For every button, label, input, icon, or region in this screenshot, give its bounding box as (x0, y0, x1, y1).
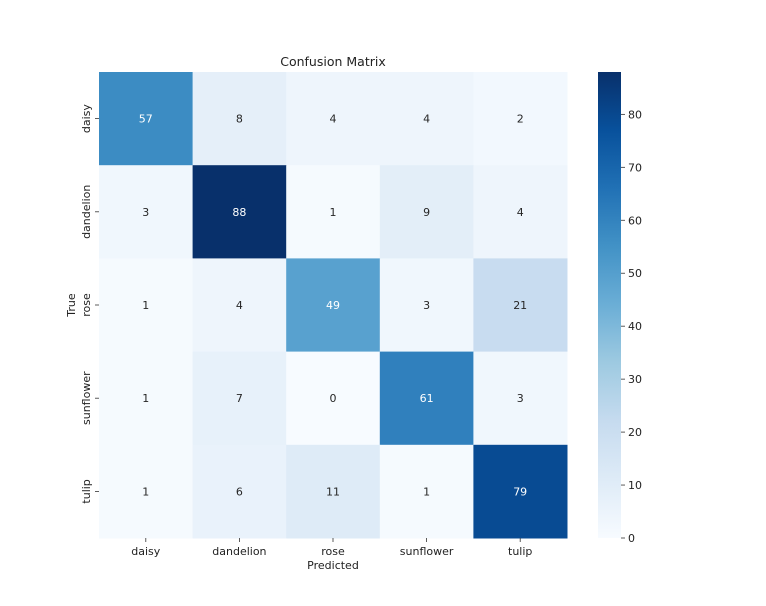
cell-value-label: 1 (142, 485, 149, 498)
x-axis-label: Predicted (307, 559, 359, 572)
cell-value-label: 4 (236, 299, 243, 312)
heatmap-cell-rose-rose (286, 258, 381, 353)
y-tick-label: tulip (80, 479, 93, 503)
heatmap-cell-daisy-dandelion (192, 72, 287, 166)
cell-value-label: 4 (517, 206, 524, 219)
cell-value-label: 2 (517, 113, 524, 126)
cell-value-label: 1 (330, 206, 337, 219)
cell-value-label: 1 (423, 485, 430, 498)
heatmap-cell-daisy-daisy (99, 72, 194, 166)
colorbar-tick-label: 30 (628, 373, 642, 386)
y-tick-label: dandelion (80, 185, 93, 239)
x-tick-label: tulip (508, 545, 532, 558)
heatmap-cell-sunflower-tulip (473, 351, 568, 446)
heatmap-cell-dandelion-tulip (473, 165, 568, 259)
cell-value-label: 3 (142, 206, 149, 219)
cell-value-label: 6 (236, 485, 243, 498)
colorbar-tick-label: 60 (628, 214, 642, 227)
x-tick-label: dandelion (212, 545, 266, 558)
heatmap-cell-rose-tulip (473, 258, 568, 353)
cell-value-label: 49 (326, 299, 340, 312)
x-tick-label: daisy (131, 545, 161, 558)
cell-value-label: 57 (139, 113, 153, 126)
chart-title: Confusion Matrix (280, 54, 386, 69)
heatmap-cell-tulip-tulip (473, 444, 568, 539)
cell-value-label: 61 (420, 392, 434, 405)
y-axis-ticks: daisy dandelion rose sunflower tulip (80, 104, 99, 504)
colorbar-tick-label: 50 (628, 267, 642, 280)
y-tick-label: sunflower (80, 371, 93, 425)
heatmap-cell-tulip-sunflower (379, 444, 474, 539)
cell-value-label: 4 (423, 113, 430, 126)
y-tick-label: daisy (80, 104, 93, 134)
cell-value-label: 88 (232, 206, 246, 219)
x-tick-label: sunflower (400, 545, 454, 558)
heatmap-cell-dandelion-rose (286, 165, 381, 259)
heatmap-cell-rose-sunflower (379, 258, 474, 353)
heatmap-cell-rose-daisy (99, 258, 194, 353)
colorbar: 0 10 20 30 40 50 60 70 80 (598, 72, 642, 545)
colorbar-tick-label: 80 (628, 108, 642, 121)
heatmap-cell-dandelion-daisy (99, 165, 194, 259)
colorbar-tick-label: 10 (628, 479, 642, 492)
heatmap-cell-sunflower-rose (286, 351, 381, 446)
x-axis-ticks: daisy dandelion rose sunflower tulip (131, 538, 532, 558)
x-tick-label: rose (321, 545, 345, 558)
cell-value-label: 7 (236, 392, 243, 405)
heatmap-cell-tulip-daisy (99, 444, 194, 539)
cell-value-label: 0 (330, 392, 337, 405)
cell-value-label: 9 (423, 206, 430, 219)
heatmap-cell-rose-dandelion (192, 258, 287, 353)
heatmap-cell-daisy-tulip (473, 72, 568, 166)
cell-value-label: 4 (330, 113, 337, 126)
cell-value-label: 79 (513, 485, 527, 498)
cell-value-label: 1 (142, 392, 149, 405)
cell-value-label: 3 (517, 392, 524, 405)
colorbar-tick-label: 0 (628, 532, 635, 545)
heatmap-cell-dandelion-dandelion (192, 165, 287, 259)
colorbar-tick-label: 20 (628, 426, 642, 439)
heatmap-cell-dandelion-sunflower (379, 165, 474, 259)
heatmap-cell-tulip-dandelion (192, 444, 287, 539)
heatmap-cell-tulip-rose (286, 444, 381, 539)
y-axis-label: True (65, 293, 78, 318)
cell-value-label: 11 (326, 485, 340, 498)
heatmap-cell-sunflower-dandelion (192, 351, 287, 446)
heatmap-cell-sunflower-daisy (99, 351, 194, 446)
heatmap-cell-sunflower-sunflower (379, 351, 474, 446)
heatmap-cell-daisy-sunflower (379, 72, 474, 166)
cell-value-label: 1 (142, 299, 149, 312)
heatmap-cell-daisy-rose (286, 72, 381, 166)
colorbar-tick-label: 40 (628, 320, 642, 333)
cell-value-label: 3 (423, 299, 430, 312)
cell-value-label: 8 (236, 113, 243, 126)
cell-value-label: 21 (513, 299, 527, 312)
colorbar-gradient (598, 72, 621, 538)
colorbar-tick-label: 70 (628, 161, 642, 174)
heatmap-cells: 57 8 4 4 23 88 1 9 41 4 49 3 211 7 0 61 31 6 11 1 79 (99, 72, 568, 539)
y-tick-label: rose (80, 293, 93, 317)
